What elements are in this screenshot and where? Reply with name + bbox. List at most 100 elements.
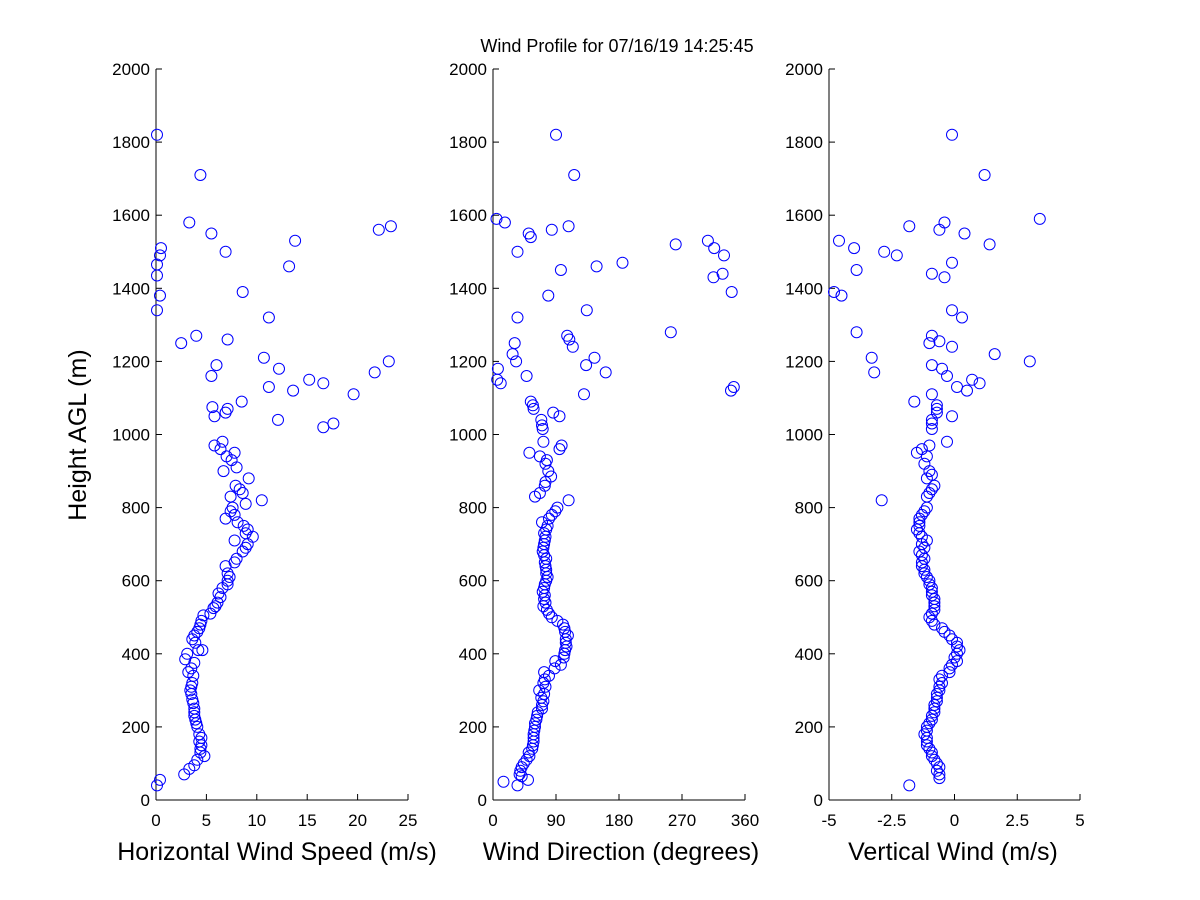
data-point (230, 461, 243, 474)
data-point (347, 388, 360, 401)
data-point (718, 249, 730, 262)
y-tick-label: 400 (459, 645, 487, 664)
y-tick-label: 400 (795, 645, 823, 664)
data-point (915, 560, 928, 573)
data-point (616, 256, 629, 269)
data-point (958, 227, 971, 240)
data-point (988, 348, 1001, 361)
data-point (189, 636, 202, 649)
data-point (511, 779, 524, 792)
data-point (588, 351, 601, 364)
data-point (943, 666, 956, 679)
data-point (242, 472, 255, 485)
data-point (708, 242, 721, 255)
data-point (559, 644, 572, 657)
y-tick-label: 2000 (449, 60, 487, 79)
y-tick-label: 600 (795, 572, 823, 591)
y-axis-label: Height AGL (m) (64, 349, 92, 520)
x-tick-label: 0 (950, 811, 959, 830)
x-axis-label: Wind Direction (degrees) (483, 838, 760, 866)
data-point (208, 439, 221, 452)
data-point (194, 169, 207, 181)
data-point (236, 487, 249, 499)
data-point (181, 647, 194, 660)
data-point (903, 220, 916, 233)
y-tick-label: 800 (459, 499, 487, 518)
data-point (558, 647, 571, 660)
data-point (590, 260, 603, 273)
data-point (517, 757, 530, 770)
y-tick-label: 1800 (785, 133, 823, 152)
data-point (382, 355, 395, 368)
data-point (925, 267, 938, 280)
data-point (219, 512, 232, 525)
x-tick-label: -5 (821, 811, 836, 830)
y-tick-label: 1200 (449, 352, 487, 371)
figure-title: Wind Profile for 07/16/19 14:25:45 (480, 36, 753, 56)
data-point (527, 735, 540, 748)
data-point (946, 340, 958, 353)
data-point (235, 395, 248, 408)
data-point (946, 658, 958, 671)
data-point (289, 234, 302, 247)
data-point (903, 779, 916, 792)
data-point (237, 519, 250, 532)
data-point (933, 768, 946, 781)
data-point (941, 370, 953, 382)
data-point (925, 417, 938, 430)
data-point (928, 596, 941, 609)
data-point (725, 384, 737, 397)
x-tick-label: -2.5 (877, 811, 906, 830)
y-tick-label: 1000 (112, 426, 150, 445)
data-point (938, 271, 951, 284)
data-point (923, 337, 936, 350)
data-point (520, 370, 533, 382)
data-point (498, 216, 511, 229)
data-point (946, 304, 958, 317)
data-point (550, 128, 562, 141)
data-point (933, 680, 946, 693)
data-point (943, 629, 956, 642)
data-point (928, 702, 941, 715)
data-point (522, 773, 534, 786)
data-point (190, 329, 203, 342)
data-point (229, 479, 242, 492)
data-point (925, 607, 938, 620)
data-point (497, 775, 510, 788)
data-point (553, 443, 566, 456)
data-point (918, 563, 931, 576)
data-point (183, 216, 196, 229)
data-point (669, 238, 682, 251)
data-point (231, 516, 244, 529)
data-point (151, 779, 163, 792)
data-point (948, 651, 961, 664)
data-point (943, 662, 956, 675)
x-tick-label: 2.5 (1005, 811, 1029, 830)
data-points (490, 128, 740, 792)
data-point (828, 286, 840, 298)
data-point (205, 370, 218, 382)
data-point (491, 373, 504, 386)
y-tick-label: 1600 (112, 206, 150, 225)
data-point (915, 556, 928, 569)
data-point (923, 574, 936, 587)
chart-panel-2: 0 200 400 600 800 1000 1200 1400 1600 1800 2000 0 90… (449, 60, 759, 866)
data-point (510, 355, 523, 368)
data-point (983, 238, 996, 251)
data-point (228, 534, 241, 547)
data-point (727, 381, 740, 393)
data-point (151, 128, 163, 141)
data-point (933, 772, 946, 785)
data-point (930, 399, 943, 412)
data-point (185, 688, 198, 700)
data-point (283, 260, 296, 273)
data-point (936, 677, 948, 689)
y-tick-label: 1600 (785, 206, 823, 225)
data-point (317, 377, 330, 390)
data-point (545, 223, 558, 236)
x-tick-label: 180 (605, 811, 633, 830)
data-point (384, 220, 397, 233)
x-tick-label: 20 (348, 811, 367, 830)
data-point (514, 764, 527, 777)
data-point (930, 688, 943, 700)
